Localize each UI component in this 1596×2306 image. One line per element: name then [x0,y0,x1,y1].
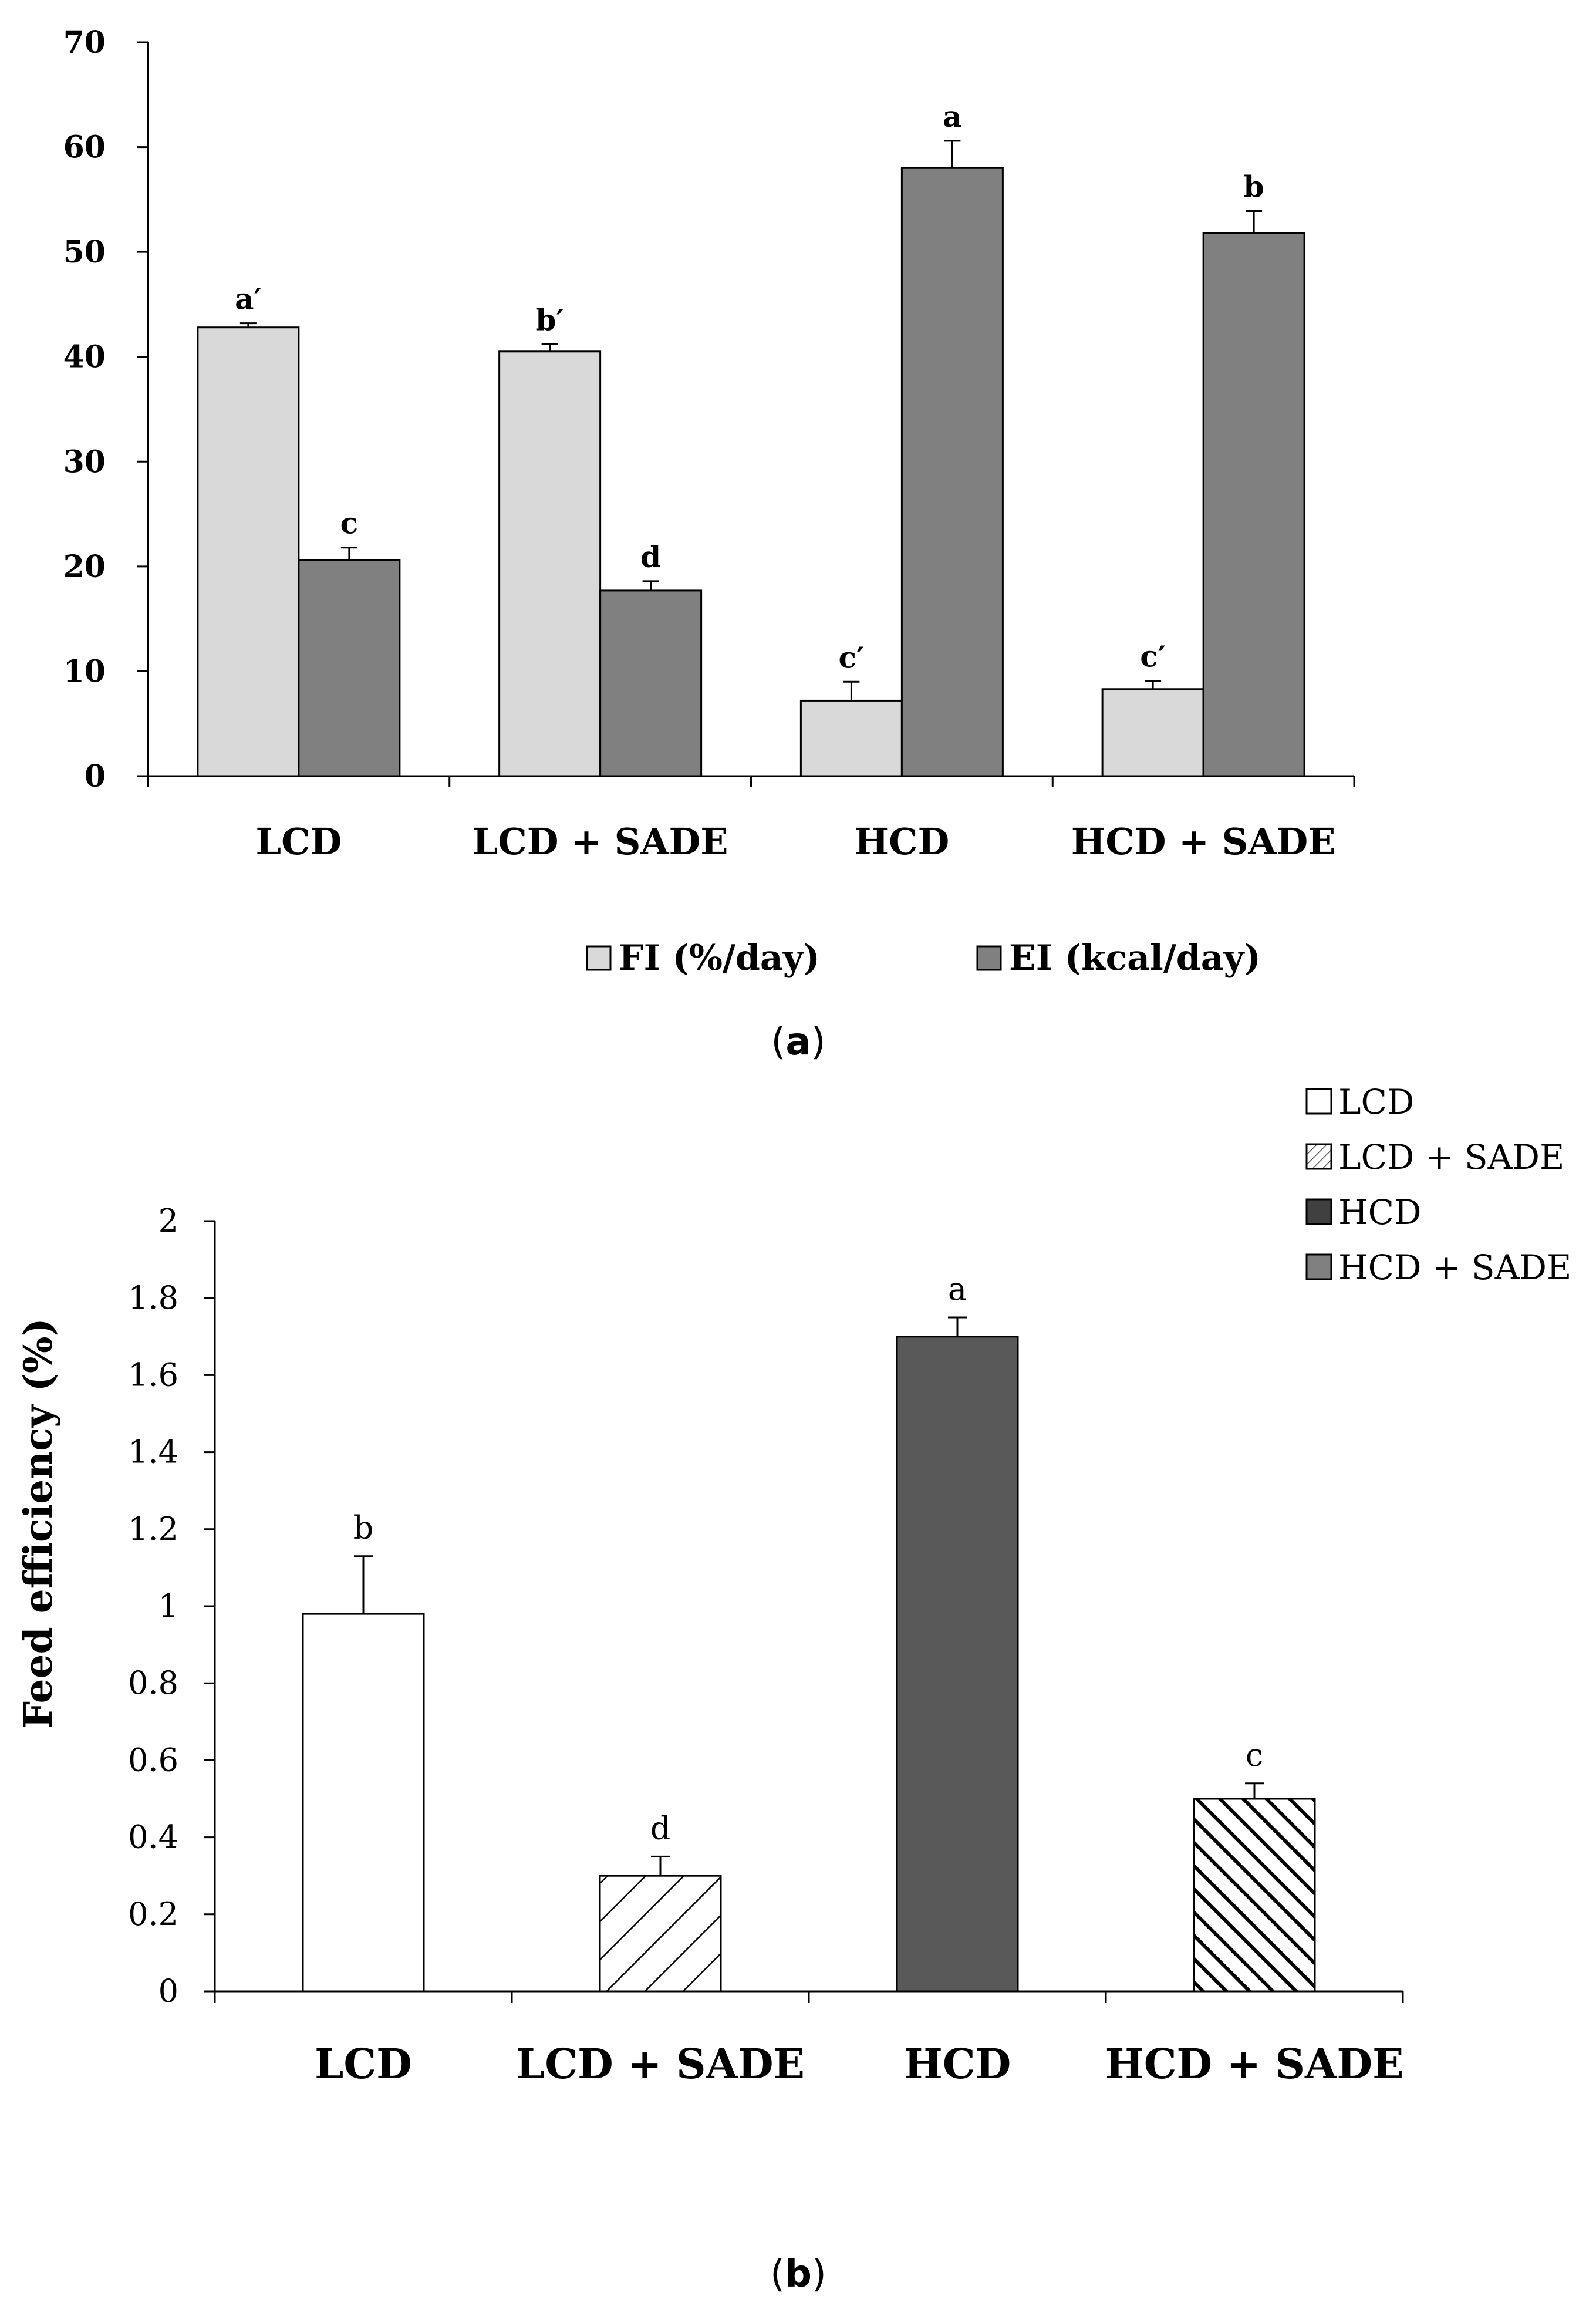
panel-a-caption: (a) [771,1020,825,1064]
chart-a-y-tick-label: 50 [63,234,106,270]
chart-b-legend-swatch [1305,1198,1332,1225]
chart-a-y-tick-label: 30 [63,444,106,480]
chart-b-legend-swatch [1305,1088,1332,1115]
chart-b-y-tick-label: 0.8 [128,1664,178,1701]
chart-a-y-tick-label: 0 [85,758,106,794]
chart-a-significance-label: c′ [1140,639,1166,674]
chart-b-bar [599,1875,722,1993]
chart-a-y-tick-label: 10 [63,653,106,689]
chart-b-legend: LCD LCD + SADE HCD HCD + SADE [1305,1082,1571,1287]
chart-b-legend-label: LCD + SADE [1338,1137,1564,1177]
chart-a-significance-label: c′ [839,640,865,675]
chart-b-bar [302,1613,425,1993]
chart-b-significance-label: a [948,1270,967,1307]
chart-a-bars: a′ c b′ d c′ a c′ b [197,99,1305,777]
chart-a-y-tick-label: 20 [63,549,106,585]
chart-b-y-tick-label: 1 [158,1587,178,1624]
panel-b-caption-letter: b [785,2253,812,2296]
chart-a-significance-label: d [640,540,661,574]
chart-a: 0 10 20 30 40 50 60 70 LCD LCD + SADE HCD HCD + SAD… [63,25,1355,1064]
chart-a-significance-label: b′ [536,302,564,337]
chart-b-y-tick-label: 0.6 [128,1741,178,1778]
chart-b-bar [1193,1798,1316,1993]
chart-a-significance-label: a [943,99,961,134]
chart-a-bar [599,589,703,777]
chart-b-category-label: LCD [315,2039,412,2088]
chart-a-y-tick-label: 70 [63,25,106,60]
chart-a-category-label: HCD [855,820,950,863]
chart-b-y-tick-label: 2 [158,1202,178,1239]
chart-b-category-label: LCD + SADE [516,2039,805,2088]
chart-b-category-label: HCD + SADE [1105,2039,1404,2088]
chart-a-category-label: LCD + SADE [473,820,728,863]
chart-b-y-tick-label: 1.8 [128,1279,178,1316]
chart-a-bar [298,559,401,777]
chart-b-y-axis-label: Feed efficiency (%) [15,1318,61,1729]
chart-a-legend-swatch [976,945,1002,971]
chart-a-bar [197,326,300,777]
chart-b: 0 0.2 0.4 0.6 0.8 1 1.2 1.4 1.6 1.8 2 LCD LCD + SADE… [15,1082,1571,2296]
chart-a-category-label: HCD + SADE [1071,820,1336,863]
chart-b-y-tick-label: 0.2 [128,1896,178,1933]
panel-b-caption: (b) [770,2253,826,2296]
chart-a-y-tick-label: 60 [63,130,106,166]
panel-a-caption-letter: a [785,1020,811,1064]
chart-b-y-tick-label: 0 [158,1973,178,2010]
chart-b-legend-label: HCD + SADE [1338,1248,1571,1287]
chart-a-significance-label: c [340,506,358,541]
chart-a-significance-label: b [1244,170,1264,204]
chart-a-bar [1101,688,1204,777]
chart-b-significance-label: b [353,1509,374,1546]
chart-a-bar [498,350,602,777]
chart-b-legend-label: HCD [1338,1192,1421,1232]
chart-b-y-tick-label: 1.4 [128,1434,178,1471]
chart-a-significance-label: a′ [235,282,262,316]
chart-b-y-tick-label: 1.2 [128,1511,178,1548]
chart-a-bar [799,699,903,777]
chart-b-bars: b d a c [302,1270,1316,1993]
chart-b-legend-swatch [1305,1143,1332,1170]
chart-a-y-tick-label: 40 [63,339,106,375]
chart-b-bar [896,1336,1019,1993]
chart-b-significance-label: c [1246,1737,1263,1774]
chart-b-axes: 0 0.2 0.4 0.6 0.8 1 1.2 1.4 1.6 1.8 2 LCD LCD + SADE… [128,1202,1404,2088]
chart-b-category-label: HCD [904,2039,1011,2088]
chart-a-axes: 0 10 20 30 40 50 60 70 LCD LCD + SADE HCD HCD + SAD… [63,25,1355,863]
chart-a-category-label: LCD [256,820,342,863]
chart-b-y-tick-label: 0.4 [128,1819,178,1856]
chart-a-legend: FI (%/day) EI (kcal/day) [586,938,1261,979]
chart-a-bar [900,167,1004,777]
chart-b-significance-label: d [650,1809,671,1846]
chart-b-y-tick-label: 1.6 [128,1356,178,1393]
chart-b-legend-swatch [1305,1253,1332,1280]
chart-a-legend-label: EI (kcal/day) [1009,938,1261,979]
chart-b-legend-label: LCD [1338,1082,1414,1122]
chart-a-legend-swatch [586,945,612,971]
chart-a-legend-label: FI (%/day) [619,938,820,979]
chart-a-bar [1202,232,1305,777]
